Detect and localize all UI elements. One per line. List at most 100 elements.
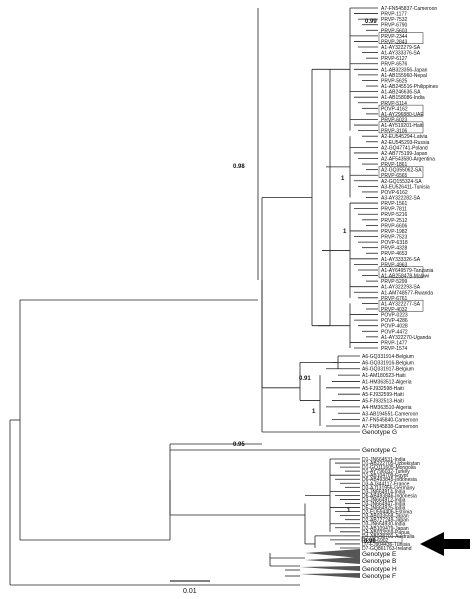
bootstrap-1-d: 1 xyxy=(347,508,351,514)
leaf-label-prvp-2843: PRVP-2843 xyxy=(381,39,408,45)
leaf-label-a4-hm363510-algeria: A4-HM363510-Algeria xyxy=(362,405,412,411)
leaf-label-a3-ab194551-cameroon: A3-AB194551-Cameroon xyxy=(362,411,418,417)
bootstrap-1-c: 1 xyxy=(312,409,316,415)
leaf-label-a1-ab258478-malawi: A1-AB258478-Malawi xyxy=(381,274,429,280)
leaf-label-a1-ay333376-sa: A1-AY333376-SA xyxy=(381,51,421,57)
leaf-label-prvp-7811: PRVP-7811 xyxy=(381,207,407,213)
leaf-label-a1-ay296880-uae: A1-AY296880-UAE xyxy=(381,112,424,118)
leaf-label-prvp-3106: PRVP-3106 xyxy=(381,129,408,135)
leaf-label-d3-aj131956-germany: D3-AJ131956-Germany xyxy=(362,485,415,491)
leaf-label-prvp-7532: PRVP-7532 xyxy=(381,17,408,23)
genotype-b-triangle xyxy=(305,557,360,564)
leaf-label-a1-ab246636-sa: A1-AB246636-SA xyxy=(381,90,421,96)
bootstrap-098: 0.98 xyxy=(233,164,245,170)
leaf-label-prvp-1982: PRVP-1982 xyxy=(381,229,408,235)
leaf-label-a1-ab158086-india: A1-AB158086-India xyxy=(381,95,425,101)
leaf-label-a1-ab245516-philippines: A1-AB245516-Philippines xyxy=(381,84,438,90)
genotype-h-triangle xyxy=(300,566,360,571)
highlight-boxes xyxy=(361,32,424,543)
leaf-label-d7-fj904436-tunisia: D7-FJ904436-Tunisia xyxy=(362,542,410,548)
arrow-left-icon xyxy=(420,532,470,556)
leaf-label-d3-jn664914-india: D3-JN664914-India xyxy=(362,489,406,495)
leaf-label-a1-ay322277-sa: A1-AY322277-SA xyxy=(381,301,421,307)
leaf-label-prvp-4328: PRVP-4328 xyxy=(381,246,408,252)
leaf-label-prvp-4963: PRVP-4963 xyxy=(381,262,408,268)
leaf-label-a1-ay333326-sa: A1-AY333326-SA xyxy=(381,257,421,263)
leaf-label-povp-4286: POVP-4286 xyxy=(381,318,408,324)
leaf-label-d2-ab109479-japan: D2-AB109479-Japan xyxy=(362,526,409,532)
leaf-label-prvp-6565: PRVP-6565 xyxy=(381,173,408,179)
bootstrap-099-b: 0.99 xyxy=(364,539,376,545)
leaf-label-a2-eu545294-latvia: A2-EU545294-Latvia xyxy=(381,134,428,140)
leaf-label-a2-ab775199-japan: A2-AB775199-Japan xyxy=(381,151,428,157)
leaf-label-a1-ay519201-haiti: A1-AY519201-Haiti xyxy=(381,123,423,129)
leaf-label-povp-4472: POVP-4472 xyxy=(381,329,408,335)
leaf-label-prvp-5603: PRVP-5603 xyxy=(381,28,408,34)
leaf-label-a7-fn545838-cameroon: A7-FN545838-Cameroon xyxy=(362,424,418,430)
leaf-label-a7-fn545837-cameroon: A7-FN545837-Cameroon xyxy=(381,6,437,12)
leaf-label-prvp-6576: PRVP-6576 xyxy=(381,62,408,68)
genotype-c-label: Genotype C xyxy=(362,447,397,454)
leaf-label-prvp-2512: PRVP-2512 xyxy=(381,218,408,224)
leaf-label-d2-ab727249-japan: D2-AB727249-Japan xyxy=(362,518,409,524)
leaf-label-d1-ab222705-uzbekistan: D1-AB222705-Uzbekistan xyxy=(362,461,420,467)
leaf-label-d4-ab048701-australia: D4-AB048701-Australia xyxy=(362,534,415,540)
leaf-label-a1-ay322270-uganda: A1-AY322270-Uganda xyxy=(381,335,431,341)
leaf-label-prvp-1574: PRVP-1574 xyxy=(381,346,408,352)
leaf-label-a1-am180523-haiti: A1-AM180523-Haiti xyxy=(362,373,406,379)
leaf-label-a6-gq331914-belgium: A6-GQ331914-Belgium xyxy=(362,354,414,360)
leaf-label-prvp-1561: PRVP-1561 xyxy=(381,201,408,207)
leaf-label-d2-eu594406-estonia: D2-EU594406-Estonia xyxy=(362,510,412,516)
leaf-label-prvp-7523: PRVP-7523 xyxy=(381,235,408,241)
leaf-label-a6-gq331916-belgium: A6-GQ331916-Belgium xyxy=(362,360,414,366)
leaf-label-a2-eu545293-russia: A2-EU545293-Russia xyxy=(381,140,430,146)
highlight-box xyxy=(361,536,403,543)
leaf-label-d1-ay796032-turkey: D1-AY796032-Turkey xyxy=(362,469,410,475)
leaf-label-povp-0223: POVP-0223 xyxy=(381,313,408,319)
leaf-label-a5-fj932598-haiti: A5-FJ932598-Haiti xyxy=(362,386,404,392)
leaf-label-a7-fn545840-cameroon: A7-FN545840-Cameroon xyxy=(362,418,418,424)
leaf-label-a1-am748577-rwanda: A1-AM748577-Rwanda xyxy=(381,290,433,296)
highlight-box xyxy=(378,32,424,44)
leaf-label-a5-fj932513-haiti: A5-FJ932513-Haiti xyxy=(362,399,404,405)
leaf-label-d1-jn664531-india: D1-JN664531-India xyxy=(362,457,406,463)
leaf-label-a3-ay322282-sa: A3-AY322282-SA xyxy=(381,196,421,202)
leaf-label-prvp-6902: PRVP-6902 xyxy=(362,538,389,544)
highlight-box xyxy=(378,121,424,134)
outgroup-label-genotype-b: Genotype B xyxy=(362,558,396,565)
leaf-label-prvp-5216: PRVP-5216 xyxy=(381,212,408,218)
leaf-label-povp-4028: POVP-4028 xyxy=(381,324,408,330)
outgroup-label-genotype-f: Genotype F xyxy=(362,573,396,580)
bootstrap-095: 0.95 xyxy=(233,442,245,448)
leaf-labels: A7-FN545837-CameroonPRVP-1177PRVP-7532PR… xyxy=(362,6,438,580)
leaf-label-prvp-1177: PRVP-1177 xyxy=(381,12,407,18)
leaf-label-prvp-6606: PRVP-6606 xyxy=(381,223,408,229)
leaf-label-prvp-4653: PRVP-4653 xyxy=(381,251,408,257)
leaf-label-prvp-6023: PRVP-6023 xyxy=(381,117,408,123)
leaf-label-prvp-1861: PRVP-1861 xyxy=(381,162,408,168)
highlight-box xyxy=(378,299,424,312)
leaf-label-d3-jn664947-india: D3-JN664947-India xyxy=(362,502,406,508)
leaf-label-prvp-5114: PRVP-5114 xyxy=(381,101,407,107)
leaf-label-prvp-6761: PRVP-6761 xyxy=(381,296,408,302)
leaf-label-d6-ab493846-indonesia: D6-AB493846-Indonesia xyxy=(362,493,417,499)
genotype-e-triangle xyxy=(305,549,360,558)
leaf-label-d7-gq861763-ireland: D7-GQ861763-Ireland xyxy=(362,546,412,552)
leaf-label-prvp-1477: PRVP-1477 xyxy=(381,340,408,346)
leaf-label-povp-6318: POVP-6318 xyxy=(381,240,408,246)
leaf-label-prvp-6790: PRVP-6790 xyxy=(381,23,408,29)
scale-bar-label: 0.01 xyxy=(183,588,197,595)
leaf-label-a1-ay322279-sa: A1-AY322279-SA xyxy=(381,45,421,51)
bootstrap-1-b: 1 xyxy=(343,229,347,235)
leaf-label-povp-6162: POVP-6162 xyxy=(381,190,408,196)
leaf-label-a1-hm363512-algeria: A1-HM363512-Algeria xyxy=(362,379,412,385)
leaf-label-a1-ab323356-japan: A1-AB323356-Japan xyxy=(381,67,428,73)
leaf-label-a6-gq331917-belgium: A6-GQ331917-Belgium xyxy=(362,367,414,373)
tree-branches xyxy=(9,7,378,586)
leaf-label-a2-gq155324-sa: A2-GQ155324-SA xyxy=(381,179,422,185)
leaf-label-a1-ay649579-tanzania: A1-AY649579-Tanzania xyxy=(381,268,434,274)
leaf-label-a1-ab155960-nepal: A1-AB155960-Nepal xyxy=(381,73,427,79)
outgroup-label-genotype-e: Genotype E xyxy=(362,551,397,558)
leaf-label-prvp-5299: PRVP-5299 xyxy=(381,279,408,285)
